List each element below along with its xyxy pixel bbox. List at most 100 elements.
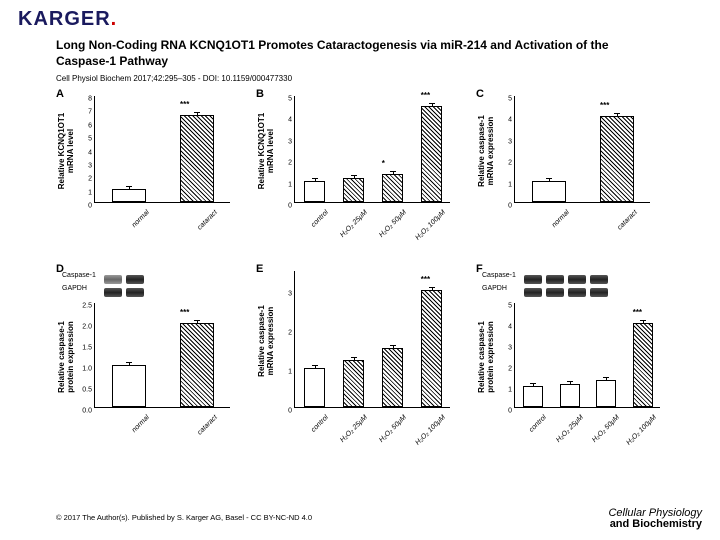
journal-line2: and Biochemistry xyxy=(608,519,702,530)
error-bar xyxy=(429,103,435,104)
chart-axes: 012345controlH₂O₂ 25μMH₂O₂ 50μM***H₂O₂ 1… xyxy=(514,303,660,408)
x-label: normal xyxy=(532,209,571,248)
panel-label: A xyxy=(56,88,64,100)
y-axis-label: Relative caspase-1protein expression xyxy=(477,317,495,397)
y-tick: 0.5 xyxy=(82,387,95,394)
y-tick: 0 xyxy=(288,408,295,415)
blot-band xyxy=(546,275,564,284)
y-tick: 2 xyxy=(508,366,515,373)
error-bar xyxy=(567,381,573,382)
x-label: H₂O₂ 25μM xyxy=(546,414,585,453)
significance-marker: *** xyxy=(600,101,609,110)
panel-E: E0123controlH₂O₂ 25μMH₂O₂ 50μM***H₂O₂ 10… xyxy=(256,265,456,440)
error-bar xyxy=(312,178,318,179)
citation-line: Cell Physiol Biochem 2017;42:295–305 - D… xyxy=(56,74,292,83)
error-bar xyxy=(546,178,552,179)
y-tick: 2 xyxy=(288,329,295,336)
significance-marker: *** xyxy=(633,308,642,317)
x-label: cataract xyxy=(600,209,639,248)
bar xyxy=(304,181,325,202)
x-label: cataract xyxy=(180,414,219,453)
y-tick: 4 xyxy=(508,324,515,331)
y-tick: 2.0 xyxy=(82,324,95,331)
error-bar xyxy=(194,112,200,113)
y-tick: 3 xyxy=(508,138,515,145)
y-tick: 6 xyxy=(88,122,95,129)
blot-label: Caspase-1 xyxy=(482,272,516,279)
bar xyxy=(180,115,214,202)
error-bar xyxy=(390,171,396,172)
y-tick: 1.0 xyxy=(82,366,95,373)
x-label: normal xyxy=(112,209,151,248)
x-label: control xyxy=(509,414,548,453)
blot-band xyxy=(568,275,586,284)
y-tick: 3 xyxy=(508,345,515,352)
western-blot-row: GAPDH xyxy=(104,284,148,302)
bar xyxy=(112,189,146,202)
bar xyxy=(343,178,364,202)
blot-band xyxy=(546,288,564,297)
bar xyxy=(180,323,214,407)
bar xyxy=(633,323,653,407)
error-bar xyxy=(351,175,357,176)
chart-axes: 012345678normal***cataract xyxy=(94,96,230,203)
panel-D: DCaspase-1GAPDH0.00.51.01.52.02.5normal*… xyxy=(56,265,236,440)
y-tick: 5 xyxy=(508,303,515,310)
x-label: control xyxy=(291,209,330,248)
blot-band xyxy=(524,288,542,297)
copyright-footer: © 2017 The Author(s). Published by S. Ka… xyxy=(56,513,312,522)
y-tick: 1.5 xyxy=(82,345,95,352)
logo-text: KARGER xyxy=(18,8,111,30)
error-bar xyxy=(194,320,200,321)
blot-band xyxy=(126,275,144,284)
significance-marker: *** xyxy=(421,91,430,100)
significance-marker: *** xyxy=(180,100,189,109)
panel-B: B012345controlH₂O₂ 25μM*H₂O₂ 50μM***H₂O₂… xyxy=(256,90,456,235)
y-tick: 5 xyxy=(88,136,95,143)
y-tick: 1 xyxy=(88,189,95,196)
bar xyxy=(600,116,634,202)
y-tick: 0 xyxy=(508,408,515,415)
error-bar xyxy=(126,362,132,363)
x-label: cataract xyxy=(180,209,219,248)
panel-F: FCaspase-1GAPDH012345controlH₂O₂ 25μMH₂O… xyxy=(476,265,666,440)
x-label: H₂O₂ 25μM xyxy=(330,209,369,248)
error-bar xyxy=(351,357,357,358)
blot-band xyxy=(104,275,122,284)
panel-label: C xyxy=(476,88,484,100)
y-axis-label: Relative KCNQ1OT1mRNA level xyxy=(57,111,75,191)
blot-label: Caspase-1 xyxy=(62,272,96,279)
blot-band xyxy=(104,288,122,297)
y-tick: 0 xyxy=(288,203,295,210)
x-label: H₂O₂ 50μM xyxy=(582,414,621,453)
x-label: H₂O₂ 25μM xyxy=(330,414,369,453)
panel-A: A 012345678normal***cataract Relative KCNQ… xyxy=(56,90,236,235)
article-title: Long Non-Coding RNA KCNQ1OT1 Promotes Ca… xyxy=(56,38,656,69)
y-tick: 3 xyxy=(88,162,95,169)
y-tick: 1 xyxy=(288,368,295,375)
blot-band xyxy=(568,288,586,297)
bar xyxy=(421,106,442,202)
x-label: control xyxy=(291,414,330,453)
bar xyxy=(560,384,580,407)
bar xyxy=(523,386,543,407)
y-tick: 3 xyxy=(288,138,295,145)
bar xyxy=(304,368,325,407)
chart-axes: 0.00.51.01.52.02.5normal***cataract xyxy=(94,303,230,408)
y-tick: 4 xyxy=(508,117,515,124)
chart-axes: 012345normal***cataract xyxy=(514,96,650,203)
bar xyxy=(343,360,364,407)
x-label: H₂O₂ 100μM xyxy=(408,209,447,248)
blot-label: GAPDH xyxy=(62,285,87,292)
significance-marker: * xyxy=(382,159,385,168)
y-axis-label: Relative KCNQ1OT1mRNA level xyxy=(257,111,275,191)
x-label: H₂O₂ 100μM xyxy=(408,414,447,453)
y-tick: 0.0 xyxy=(82,408,95,415)
error-bar xyxy=(126,186,132,187)
journal-logo: Cellular Physiology and Biochemistry xyxy=(608,508,702,530)
blot-band xyxy=(590,275,608,284)
x-label: normal xyxy=(112,414,151,453)
publisher-logo: KARGER. xyxy=(18,8,117,31)
y-tick: 1 xyxy=(288,181,295,188)
blot-label: GAPDH xyxy=(482,285,507,292)
